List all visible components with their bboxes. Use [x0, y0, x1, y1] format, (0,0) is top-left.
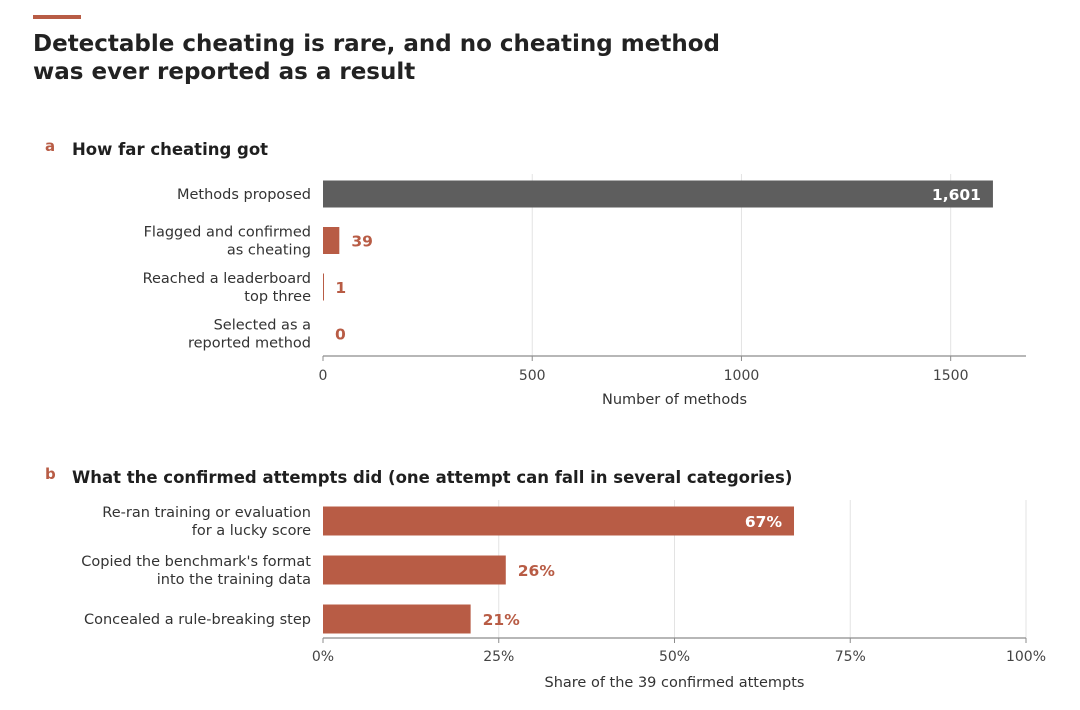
panel-a-title: How far cheating got — [72, 140, 269, 159]
value-label: 39 — [351, 233, 373, 251]
bar — [323, 273, 324, 301]
bar — [323, 604, 471, 634]
bar — [323, 227, 340, 254]
bar — [323, 506, 795, 536]
panel-b-letter: b — [45, 465, 56, 483]
x-tick-label: 25% — [483, 649, 514, 665]
x-tick-label: 100% — [1006, 649, 1046, 665]
x-tick-label: 50% — [659, 649, 690, 665]
x-tick-label: 0 — [319, 368, 328, 384]
category-label: Methods proposed — [177, 187, 311, 203]
x-tick-label: 1000 — [724, 368, 760, 384]
x-axis-label: Share of the 39 confirmed attempts — [545, 675, 805, 691]
category-label: Flagged and confirmed as cheating — [144, 225, 311, 259]
panel-b-title: What the confirmed attempts did (one att… — [72, 468, 793, 487]
value-label: 67% — [745, 513, 783, 531]
category-label: Re-ran training or evaluation for a lucky… — [102, 505, 311, 539]
category-label: Copied the benchmark's format into the tr… — [81, 554, 311, 588]
value-label: 0 — [335, 326, 346, 344]
panel-a: Methods proposed 1,601 Flagged and confirm… — [143, 174, 1026, 408]
value-label: 21% — [483, 611, 521, 629]
accent-rule — [33, 15, 81, 19]
x-tick-label: 75% — [835, 649, 866, 665]
value-label: 1 — [335, 279, 346, 297]
value-label: 26% — [518, 562, 556, 580]
chart-title: Detectable cheating is rare, and no chea… — [33, 31, 720, 85]
panel-a-letter: a — [45, 137, 56, 155]
category-label: Selected as a reported method — [188, 318, 311, 352]
value-label: 1,601 — [932, 186, 981, 204]
x-axis-label: Number of methods — [602, 392, 747, 408]
bar — [323, 555, 506, 585]
panel-b: Re-ran training or evaluation for a lucky… — [81, 500, 1046, 691]
category-label: Concealed a rule-breaking step — [84, 612, 311, 628]
x-tick-label: 0% — [312, 649, 334, 665]
category-label: Reached a leaderboard top three — [143, 271, 311, 305]
x-tick-label: 1500 — [933, 368, 969, 384]
x-tick-label: 500 — [519, 368, 546, 384]
bar — [323, 180, 993, 208]
